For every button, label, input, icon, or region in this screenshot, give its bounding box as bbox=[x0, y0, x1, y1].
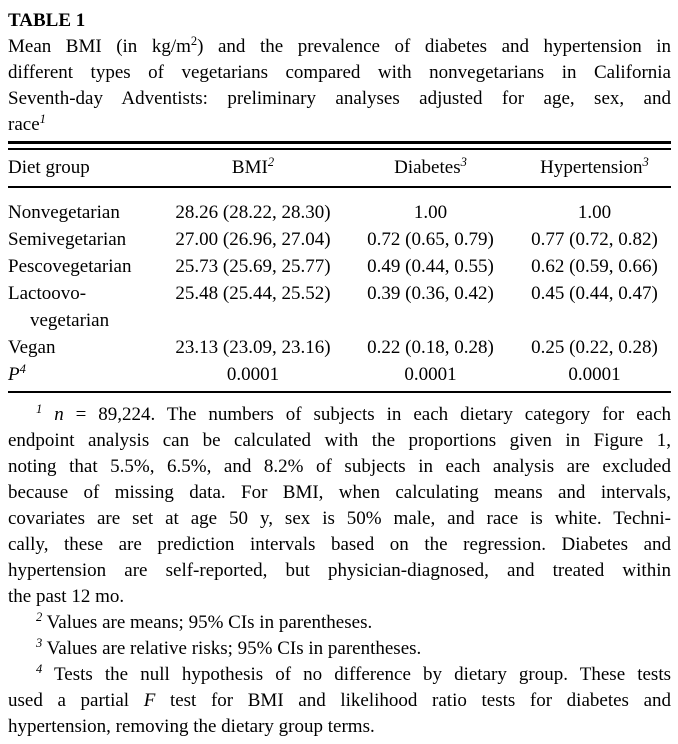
diet-group-cell: Nonvegetarian bbox=[8, 202, 120, 223]
diabetes-cell: 0.49 (0.44, 0.55) bbox=[367, 256, 494, 277]
footnote-line: 3 Values are relative risks; 95% CIs in … bbox=[8, 636, 671, 662]
footnote-3: 3 Values are relative risks; 95% CIs in … bbox=[8, 636, 671, 662]
footnote-2: 2 Values are means; 95% CIs in parenthes… bbox=[8, 610, 671, 636]
table-row-pvalue: P4 0.0001 0.0001 0.0001 bbox=[8, 361, 671, 391]
footnote-marker: 2 bbox=[36, 610, 43, 625]
table-row: Nonvegetarian 28.26 (28.22, 28.30) 1.00 … bbox=[8, 187, 671, 226]
footnote-text-segment: Tests the null hypothesis of no differen… bbox=[42, 664, 671, 685]
diabetes-cell: 0.39 (0.36, 0.42) bbox=[367, 283, 494, 304]
footnote-line: the past 12 mo. bbox=[8, 586, 125, 607]
column-header-diabetes: Diabetes3 bbox=[343, 150, 518, 188]
footnote-ref-superscript: 1 bbox=[39, 112, 46, 127]
caption-text-segment: Mean BMI (in kg/m bbox=[8, 36, 191, 57]
footnote-line: noting that 5.5%, 6.5%, and 8.2% of subj… bbox=[8, 456, 671, 477]
footnote-line: endpoint analysis can be calculated with… bbox=[8, 430, 671, 451]
caption-text-segment: ) and the prevalence of diabetes and hyp… bbox=[197, 36, 671, 57]
header-row: Diet group BMI2 Diabetes3 Hypertension3 bbox=[8, 150, 671, 188]
caption-line: Seventh-day Adventists: preliminary anal… bbox=[8, 88, 671, 109]
footnote-ref-superscript: 4 bbox=[19, 362, 26, 377]
hypertension-pvalue-cell: 0.0001 bbox=[568, 364, 621, 385]
footnote-4: 4 Tests the null hypothesis of no differ… bbox=[8, 662, 671, 740]
bmi-cell: 28.26 (28.22, 28.30) bbox=[175, 202, 331, 223]
superscript: 2 bbox=[190, 34, 198, 49]
hypertension-cell: 0.25 (0.22, 0.28) bbox=[531, 337, 658, 358]
caption-line: different types of vegetarians compared … bbox=[8, 62, 671, 83]
diet-group-cell: Vegan bbox=[8, 337, 56, 358]
footnote-marker: 3 bbox=[36, 636, 43, 651]
table-row: Semivegetarian 27.00 (26.96, 27.04) 0.72… bbox=[8, 226, 671, 253]
caption-text-segment: race bbox=[8, 114, 40, 135]
footnote-line: because of missing data. For BMI, when c… bbox=[8, 482, 671, 503]
column-header-diet-group: Diet group bbox=[8, 150, 163, 188]
p-label: P bbox=[8, 364, 20, 385]
italic-variable: n bbox=[42, 404, 64, 425]
p-value-label-cell: P4 bbox=[8, 361, 163, 391]
footnote-line: 4 Tests the null hypothesis of no differ… bbox=[8, 662, 671, 688]
column-header-bmi: BMI2 bbox=[163, 150, 343, 188]
diabetes-cell: 1.00 bbox=[413, 202, 448, 223]
caption-line: race1 bbox=[8, 112, 671, 138]
data-table: Diet group BMI2 Diabetes3 Hypertension3 … bbox=[8, 150, 671, 391]
footnote-line: used a partial F test for BMI and likeli… bbox=[8, 688, 671, 714]
hypertension-cell: 0.77 (0.72, 0.82) bbox=[531, 229, 658, 250]
footnote-ref-superscript: 3 bbox=[460, 155, 467, 170]
footnote-1: 1 n = 89,224. The numbers of subjects in… bbox=[8, 402, 671, 610]
footnote-line: covariates are set at age 50 y, sex is 5… bbox=[8, 508, 671, 529]
column-header-label: BMI bbox=[231, 157, 268, 178]
diet-group-cell: Lactoovo-vegetarian bbox=[8, 283, 110, 331]
column-header-label: Diabetes bbox=[394, 157, 461, 178]
bmi-cell: 27.00 (26.96, 27.04) bbox=[175, 229, 331, 250]
footnote-text-segment: used a partial bbox=[8, 690, 144, 711]
footnote-text-segment: test for BMI and likelihood ratio tests … bbox=[155, 690, 671, 711]
footnote-line: hypertension are self-reported, but phys… bbox=[8, 560, 671, 581]
bmi-cell: 25.73 (25.69, 25.77) bbox=[175, 256, 331, 277]
hypertension-cell: 0.45 (0.44, 0.47) bbox=[531, 283, 658, 304]
footnote-marker: 4 bbox=[36, 662, 43, 677]
table-label: TABLE 1 bbox=[8, 10, 86, 31]
bmi-cell: 23.13 (23.09, 23.16) bbox=[175, 337, 331, 358]
italic-variable: F bbox=[143, 690, 156, 711]
footnote-text-segment: = 89,224. The numbers of subjects in eac… bbox=[63, 404, 671, 425]
diabetes-cell: 0.22 (0.18, 0.28) bbox=[367, 337, 494, 358]
table-bottom-rule bbox=[8, 391, 671, 393]
caption-line: Mean BMI (in kg/m2) and the prevalence o… bbox=[8, 34, 671, 60]
hypertension-cell: 0.62 (0.59, 0.66) bbox=[531, 256, 658, 277]
footnote-text-segment: Values are means; 95% CIs in parentheses… bbox=[42, 612, 373, 633]
footnote-line: cally, these are prediction intervals ba… bbox=[8, 534, 671, 555]
table-row: Pescovegetarian 25.73 (25.69, 25.77) 0.4… bbox=[8, 253, 671, 280]
diabetes-pvalue-cell: 0.0001 bbox=[404, 364, 457, 385]
column-header-label: Hypertension bbox=[540, 157, 643, 178]
footnote-marker: 1 bbox=[36, 402, 43, 417]
table-caption: Mean BMI (in kg/m2) and the prevalence o… bbox=[8, 34, 671, 138]
footnote-line: 2 Values are means; 95% CIs in parenthes… bbox=[8, 610, 671, 636]
bmi-cell: 25.48 (25.44, 25.52) bbox=[175, 283, 331, 304]
column-header-hypertension: Hypertension3 bbox=[518, 150, 671, 188]
footnote-text-segment: Values are relative risks; 95% CIs in pa… bbox=[42, 638, 422, 659]
bmi-pvalue-cell: 0.0001 bbox=[226, 364, 280, 385]
footnote-line: hypertension, removing the dietary group… bbox=[8, 716, 375, 737]
column-header-label: Diet group bbox=[8, 157, 90, 178]
footnote-ref-superscript: 2 bbox=[267, 155, 275, 170]
diet-group-cell: Pescovegetarian bbox=[8, 256, 132, 277]
table-row: Vegan 23.13 (23.09, 23.16) 0.22 (0.18, 0… bbox=[8, 334, 671, 361]
footnote-ref-superscript: 3 bbox=[642, 155, 649, 170]
footnote-line: 1 n = 89,224. The numbers of subjects in… bbox=[8, 402, 671, 428]
diabetes-cell: 0.72 (0.65, 0.79) bbox=[367, 229, 494, 250]
table-row: Lactoovo-vegetarian 25.48 (25.44, 25.52)… bbox=[8, 280, 671, 334]
table-top-rule bbox=[8, 141, 671, 150]
diet-group-cell: Semivegetarian bbox=[8, 229, 127, 250]
hypertension-cell: 1.00 bbox=[577, 202, 612, 223]
footnotes: 1 n = 89,224. The numbers of subjects in… bbox=[8, 402, 671, 740]
